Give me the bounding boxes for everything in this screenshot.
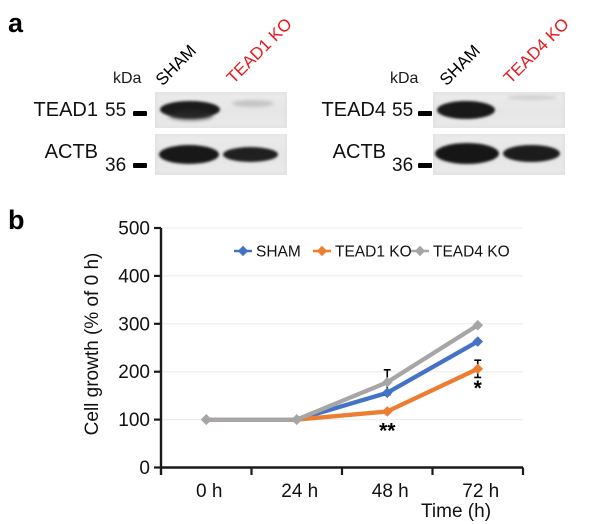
x-tick-label: 24 h xyxy=(281,481,318,502)
legend-key-marker xyxy=(237,245,249,257)
protein-label-actb-right: ACTB xyxy=(332,141,386,163)
data-point-tead4-ko xyxy=(472,319,484,331)
band-tead1-sham-smear xyxy=(169,111,213,120)
protein-label-tead1: TEAD1 xyxy=(33,99,98,121)
protein-label-actb-left: ACTB xyxy=(44,141,98,163)
legend-label: SHAM xyxy=(256,244,301,261)
marker-36-left: 36 xyxy=(105,155,127,176)
significance-annotation: * xyxy=(474,377,483,400)
y-tick-label: 500 xyxy=(118,219,150,240)
marker-36-right: 36 xyxy=(392,155,414,176)
y-tick-label: 100 xyxy=(118,410,150,431)
blot-tead4 xyxy=(433,92,565,128)
data-point-tead1-ko xyxy=(381,406,393,417)
x-tick-label: 0 h xyxy=(196,481,222,502)
data-point-tead1-ko xyxy=(472,363,484,375)
band-tead1-ko-faint xyxy=(232,100,274,107)
kda-label-left: kDa xyxy=(113,70,142,87)
y-tick-label: 400 xyxy=(118,266,150,287)
legend-key-marker xyxy=(414,245,426,257)
blot-actb-left xyxy=(155,134,287,175)
panel-a-label: a xyxy=(8,8,24,38)
y-tick-label: 0 xyxy=(139,458,150,479)
blot-actb-right xyxy=(433,134,565,175)
marker-dash xyxy=(418,111,432,116)
x-tick-label: 72 h xyxy=(462,481,499,502)
panel-b-label: b xyxy=(8,205,25,235)
legend-key-marker xyxy=(316,245,328,257)
marker-dash xyxy=(133,111,147,116)
kda-label-right: kDa xyxy=(390,70,419,87)
y-tick-label: 200 xyxy=(118,362,150,383)
marker-dash xyxy=(418,163,432,168)
y-tick-label: 300 xyxy=(118,314,150,335)
legend-label: TEAD4 KO xyxy=(433,244,510,261)
band-actb-ko-left xyxy=(223,147,278,162)
band-actb-ko-right xyxy=(503,145,560,162)
x-axis-title: Time (h) xyxy=(421,501,492,522)
data-point-tead4-ko xyxy=(381,376,393,388)
protein-label-tead4: TEAD4 xyxy=(321,99,386,121)
data-point-sham xyxy=(472,336,484,347)
marker-55-right: 55 xyxy=(392,100,414,121)
data-point-sham xyxy=(381,387,393,399)
band-actb-sham-left xyxy=(159,145,219,164)
marker-dash xyxy=(133,163,147,168)
legend-label: TEAD1 KO xyxy=(335,244,412,261)
band-tead4-ko-faint xyxy=(507,95,557,100)
data-point-tead4-ko xyxy=(291,414,303,425)
blot-tead1 xyxy=(155,92,287,128)
series-line-tead1-ko xyxy=(204,366,480,422)
series-line-tead4-ko xyxy=(204,323,480,422)
band-tead4-sham xyxy=(437,101,495,119)
marker-55-left: 55 xyxy=(105,100,127,121)
x-tick-label: 48 h xyxy=(372,481,409,502)
data-point-tead4-ko xyxy=(200,414,212,425)
band-actb-sham-right xyxy=(435,143,499,164)
significance-annotation: ** xyxy=(379,419,396,442)
